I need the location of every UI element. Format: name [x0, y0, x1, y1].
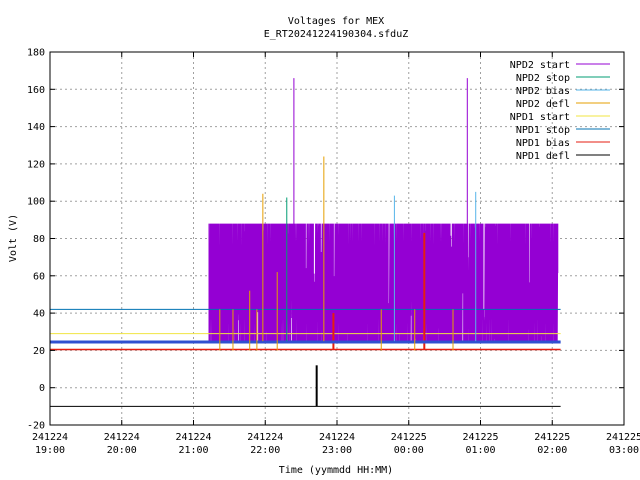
- x-tick-date: 241225: [462, 432, 498, 443]
- y-tick-label: 140: [27, 122, 45, 133]
- x-tick-date: 241225: [606, 432, 640, 443]
- y-tick-label: 20: [33, 346, 45, 357]
- x-tick-date: 241224: [104, 432, 140, 443]
- legend-label: NPD2 bias: [516, 86, 570, 97]
- x-tick-time: 01:00: [465, 445, 495, 456]
- plot-area: [50, 78, 561, 407]
- x-tick-time: 20:00: [107, 445, 137, 456]
- y-tick-label: 40: [33, 309, 45, 320]
- y-tick-label: 160: [27, 85, 45, 96]
- legend: NPD2 start NPD2 stop NPD2 bias NPD2 defl NPD…: [510, 60, 610, 162]
- legend-label: NPD1 bias: [516, 138, 570, 149]
- y-tick-label: 0: [39, 383, 45, 394]
- legend-label: NPD1 defl: [516, 151, 570, 162]
- y-axis-label: Volt (V): [8, 214, 19, 262]
- legend-label: NPD2 defl: [516, 99, 570, 110]
- legend-label: NPD1 start: [510, 112, 570, 123]
- x-tick-date: 241225: [391, 432, 427, 443]
- legend-label: NPD2 start: [510, 60, 570, 71]
- x-tick-time: 22:00: [250, 445, 280, 456]
- y-tick-label: 120: [27, 159, 45, 170]
- y-tick-label: -20: [27, 421, 45, 432]
- x-axis-label: Time (yymmdd HH:MM): [279, 465, 393, 476]
- y-tick-label: 100: [27, 197, 45, 208]
- x-tick-date: 241224: [247, 432, 283, 443]
- axes: -20 0 20 40 60 80 100 120 140 160 180 241224 19:00 24…: [27, 48, 640, 457]
- x-tick-time: 19:00: [35, 445, 65, 456]
- x-tick-time: 03:00: [609, 445, 639, 456]
- y-tick-label: 60: [33, 271, 45, 282]
- x-tick-date: 241224: [319, 432, 355, 443]
- x-tick-date: 241224: [32, 432, 68, 443]
- x-tick-date: 241225: [534, 432, 570, 443]
- x-tick-time: 02:00: [537, 445, 567, 456]
- chart-subtitle: E_RT20241224190304.sfduZ: [264, 29, 409, 40]
- series-npd2-start: [50, 78, 559, 342]
- x-tick-time: 00:00: [394, 445, 424, 456]
- x-tick-time: 21:00: [178, 445, 208, 456]
- y-tick-label: 180: [27, 48, 45, 59]
- y-tick-label: 80: [33, 234, 45, 245]
- legend-label: NPD2 stop: [516, 73, 570, 84]
- x-tick-time: 23:00: [322, 445, 352, 456]
- legend-label: NPD1 stop: [516, 125, 570, 136]
- x-tick-date: 241224: [175, 432, 211, 443]
- chart-title: Voltages for MEX: [288, 16, 384, 27]
